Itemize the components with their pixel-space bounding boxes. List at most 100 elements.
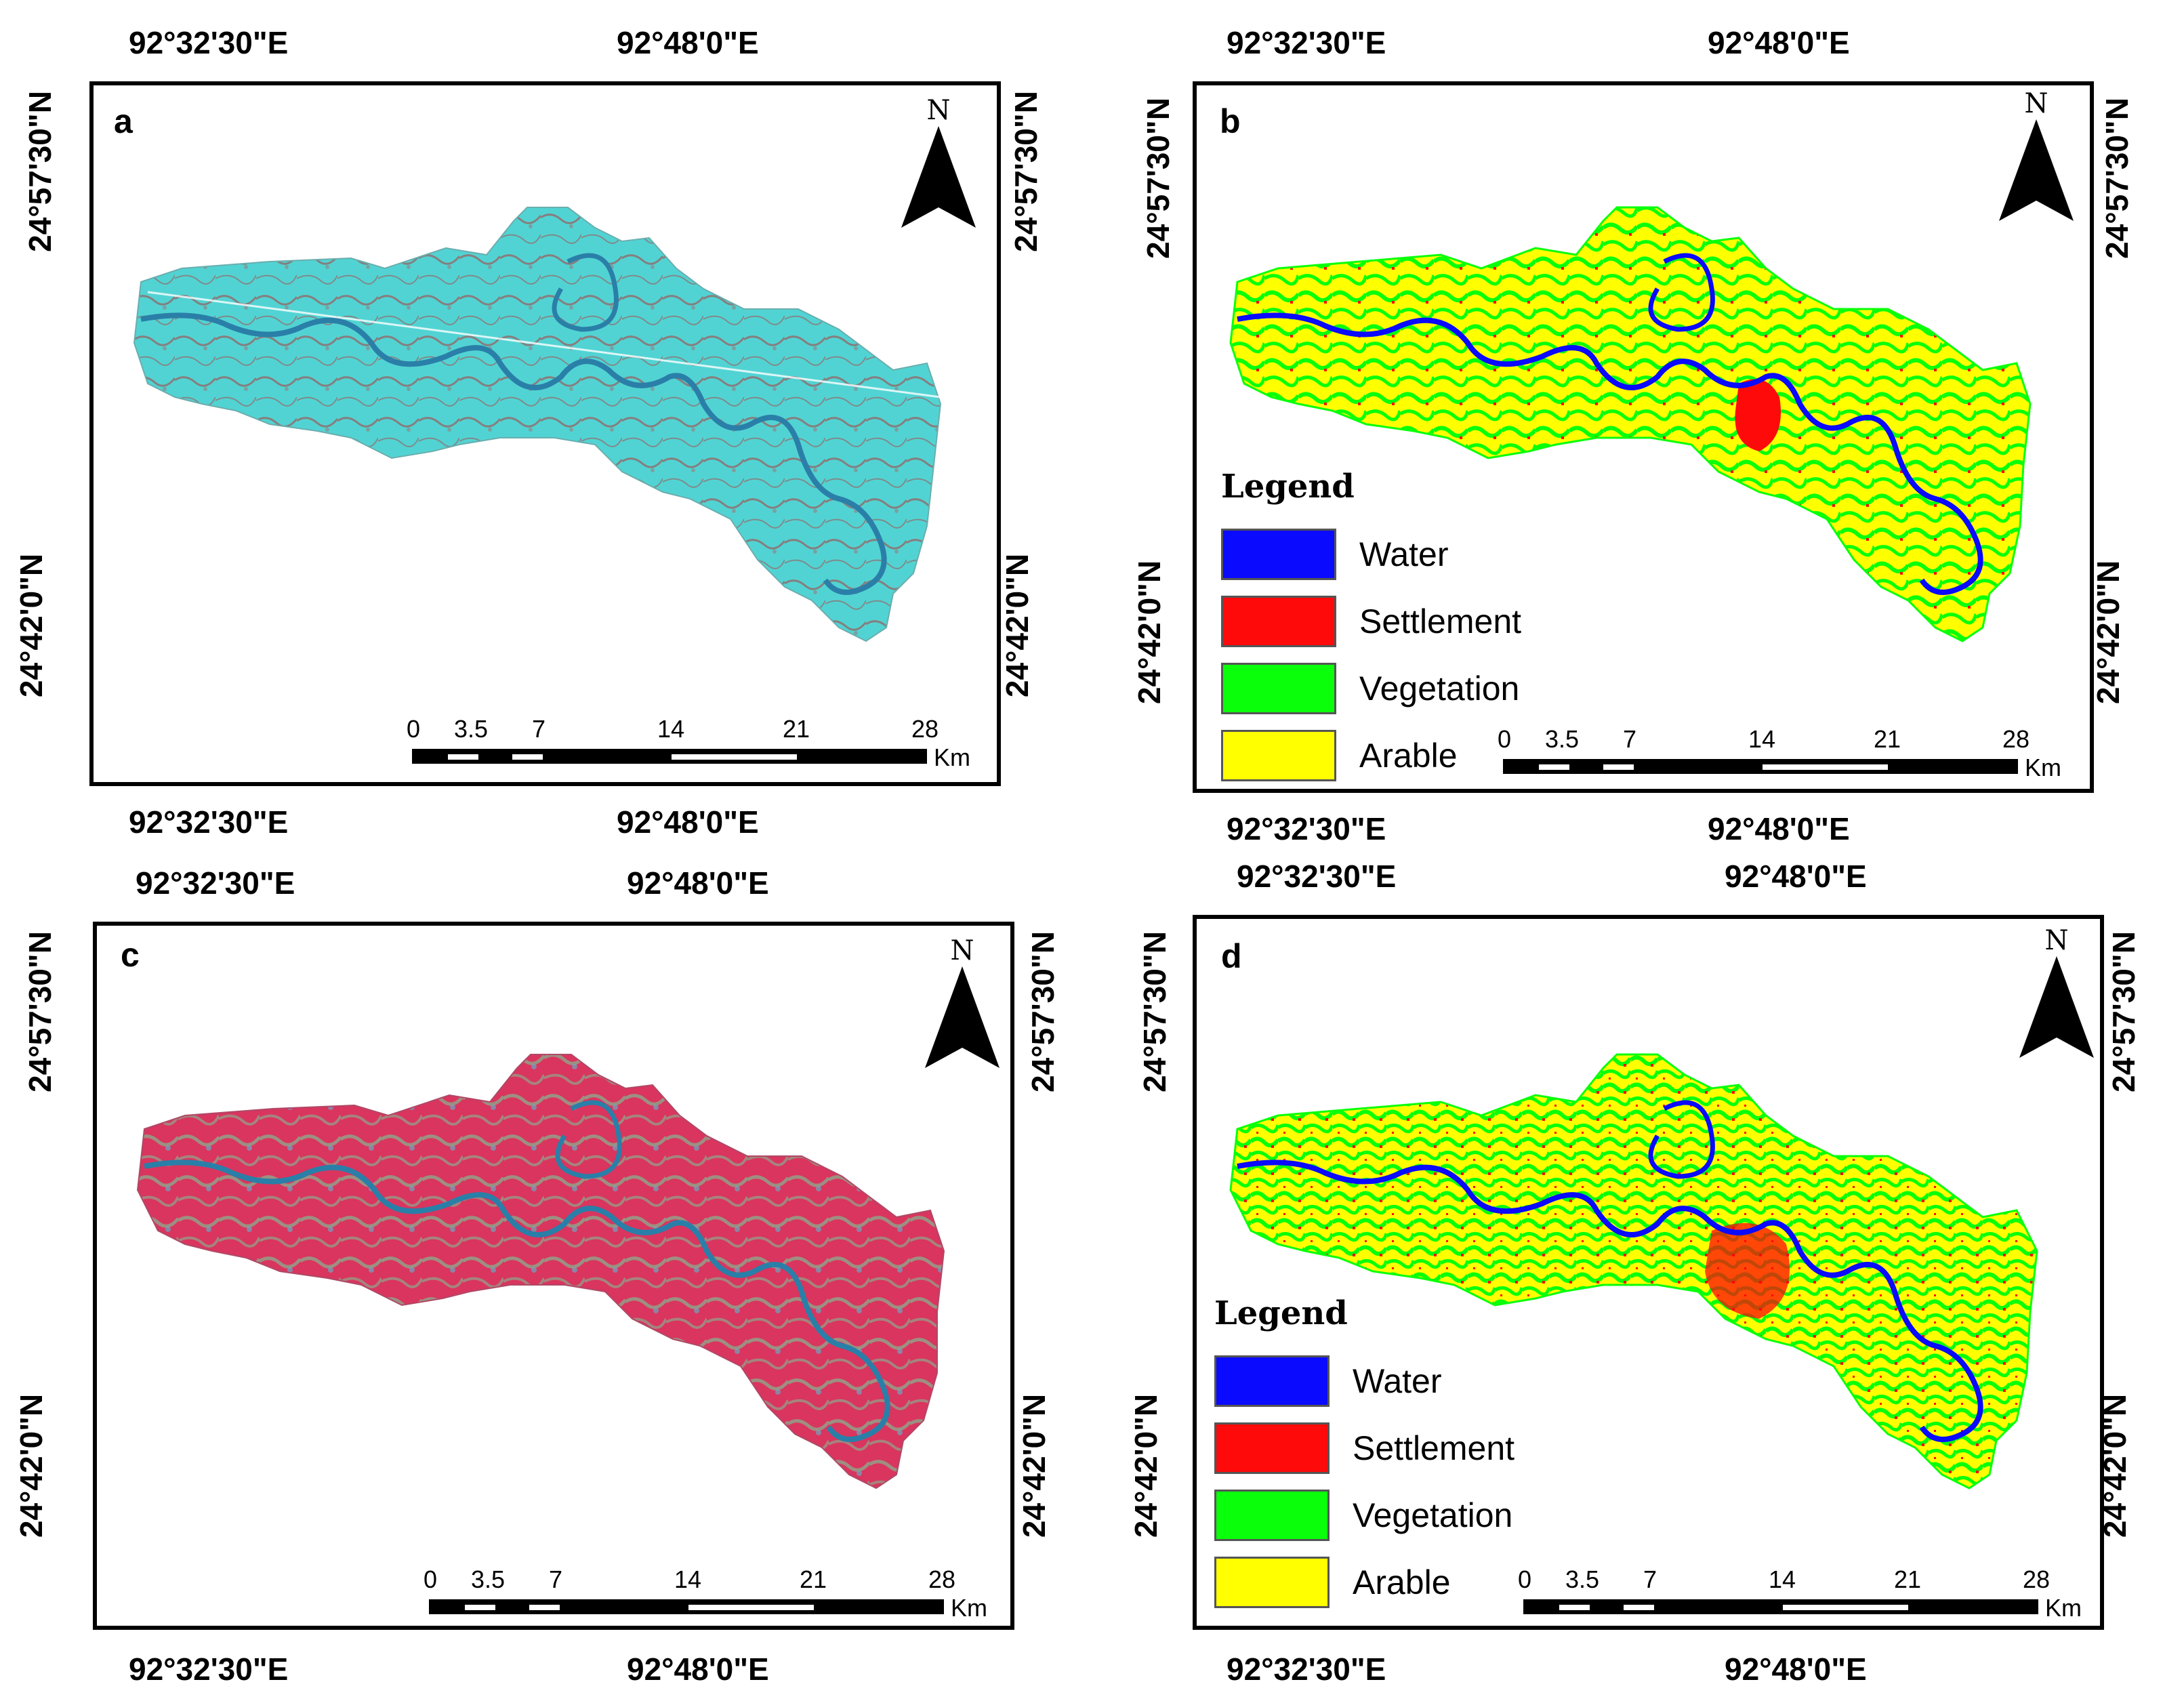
scale-bar-b: 0 3.5 7 14 21 28 Km: [1498, 725, 2067, 786]
scale-tick-7: 7: [549, 1565, 563, 1593]
map-panel-c: 92°32'30"E 92°48'0"E 92°32'30"E 92°48'0"…: [0, 847, 1091, 1703]
lat-label-left-top: 24°57'30"N: [22, 91, 58, 252]
scale-bar-graphic: [1503, 759, 2018, 774]
lat-label-left-top: 24°57'30"N: [1136, 931, 1172, 1092]
lon-label-bottom-right: 92°48'0"E: [627, 1651, 769, 1687]
north-arrow-icon: [1999, 119, 2074, 221]
north-arrow-icon: [925, 966, 1000, 1068]
lon-label-bottom-left: 92°32'30"E: [129, 1651, 289, 1687]
legend-item-water: Water: [1214, 1347, 1515, 1414]
river-c: [144, 1160, 890, 1442]
scale-tick-21: 21: [1894, 1565, 1922, 1593]
lon-label-bottom-right: 92°48'0"E: [1725, 1651, 1867, 1687]
lat-label-left-bottom: 24°42'0"N: [1132, 560, 1168, 705]
settlement-patch-b: [1735, 379, 1781, 451]
lat-label-right-top: 24°57'30"N: [2099, 98, 2135, 259]
map-frame-a: [89, 81, 1001, 786]
river-loop-b: [1648, 253, 1715, 332]
scale-unit: Km: [2025, 754, 2061, 781]
river-b: [1237, 312, 1983, 595]
scale-tick-21: 21: [783, 715, 810, 743]
north-label: N: [2024, 88, 2048, 119]
lon-label-top-left: 92°32'30"E: [1237, 859, 1397, 894]
scale-tick-28: 28: [2002, 725, 2030, 753]
region-shape-a: [133, 207, 942, 642]
legend-title: Legend: [1214, 1294, 1348, 1332]
lat-label-left-bottom: 24°42'0"N: [14, 553, 49, 698]
scale-tick-7: 7: [1623, 725, 1637, 753]
scale-bar-graphic: [1523, 1599, 2038, 1614]
scale-tick-14: 14: [657, 715, 685, 743]
north-arrow-a: N: [901, 95, 976, 231]
river-loop-a: [552, 253, 619, 332]
scale-bar-d: 0 3.5 7 14 21 28 Km: [1518, 1565, 2087, 1626]
scale-tick-3-5: 3.5: [1565, 1565, 1600, 1593]
map-frame-b: [1193, 81, 2094, 793]
legend-d: Legend Water Settlement Vegetation Arabl…: [1214, 1294, 1515, 1616]
panel-letter-d: d: [1221, 937, 1242, 975]
satellite-image-c: [136, 1054, 945, 1490]
map-panel-a: 92°32'30"E 92°48'0"E 92°32'30"E 92°48'0"…: [0, 0, 1091, 847]
lon-label-top-right: 92°48'0"E: [1725, 859, 1867, 894]
lat-label-right-top: 24°57'30"N: [1025, 931, 1060, 1092]
legend-item-water: Water: [1221, 520, 1521, 588]
lon-label-bottom-left: 92°32'30"E: [1227, 1651, 1386, 1687]
legend-item-settlement: Settlement: [1221, 588, 1521, 655]
river-d: [1237, 1160, 1983, 1442]
lon-label-top-left: 92°32'30"E: [136, 865, 295, 901]
scale-tick-0: 0: [1498, 725, 1512, 753]
north-arrow-icon: [901, 126, 976, 228]
lat-label-right-bottom: 24°42'0"N: [1000, 553, 1035, 698]
settlement-patch-d: [1705, 1223, 1790, 1319]
classified-map-d: [1229, 1053, 2038, 1490]
scale-bar-a: 0 3.5 7 14 21 28 Km: [407, 715, 976, 776]
lon-label-bottom-right: 92°48'0"E: [617, 804, 759, 840]
lon-label-bottom-left: 92°32'30"E: [1227, 811, 1386, 846]
lat-label-left-bottom: 24°42'0"N: [14, 1393, 49, 1538]
river-a: [140, 312, 887, 595]
scale-bar-graphic: [412, 749, 927, 764]
lon-label-bottom-left: 92°32'30"E: [129, 804, 289, 840]
scale-tick-21: 21: [800, 1565, 827, 1593]
lat-label-right-top: 24°57'30"N: [2105, 931, 2141, 1092]
lat-label-left-bottom: 24°42'0"N: [1128, 1393, 1164, 1538]
map-frame-c: [93, 922, 1014, 1630]
scale-tick-7: 7: [532, 715, 546, 743]
lat-label-left-top: 24°57'30"N: [22, 931, 58, 1092]
scale-tick-14: 14: [1769, 1565, 1796, 1593]
scale-tick-28: 28: [928, 1565, 956, 1593]
north-arrow-c: N: [925, 935, 1000, 1071]
panel-letter-a: a: [114, 102, 133, 140]
lat-label-right-top: 24°57'30"N: [1008, 91, 1044, 252]
legend-item-arable: Arable: [1221, 722, 1521, 789]
scale-tick-3-5: 3.5: [454, 715, 489, 743]
map-frame-d: [1193, 915, 2104, 1630]
scale-tick-0: 0: [424, 1565, 438, 1593]
map-panel-d: 92°32'30"E 92°48'0"E 92°32'30"E 92°48'0"…: [1091, 847, 2184, 1703]
north-label: N: [950, 935, 974, 966]
satellite-image-a: [133, 207, 942, 642]
north-arrow-b: N: [1999, 88, 2074, 224]
scale-tick-14: 14: [674, 1565, 702, 1593]
lon-label-top-left: 92°32'30"E: [1227, 25, 1386, 60]
scale-unit: Km: [951, 1594, 987, 1622]
scale-bar-c: 0 3.5 7 14 21 28 Km: [424, 1565, 993, 1626]
region-shape-c: [136, 1054, 945, 1490]
lat-label-left-top: 24°57'30"N: [1140, 98, 1176, 259]
scale-bar-graphic: [429, 1599, 944, 1614]
river-loop-d: [1648, 1100, 1715, 1179]
lon-label-top-left: 92°32'30"E: [129, 25, 289, 60]
lat-label-right-bottom: 24°42'0"N: [2090, 560, 2126, 705]
river-loop-c: [555, 1100, 622, 1179]
legend-item-vegetation: Vegetation: [1221, 655, 1521, 722]
north-arrow-d: N: [2019, 925, 2094, 1061]
scale-tick-7: 7: [1643, 1565, 1657, 1593]
legend-item-settlement: Settlement: [1214, 1414, 1515, 1481]
scale-tick-28: 28: [911, 715, 939, 743]
north-arrow-icon: [2019, 956, 2094, 1058]
lon-label-bottom-right: 92°48'0"E: [1708, 811, 1850, 846]
scale-tick-0: 0: [1518, 1565, 1532, 1593]
legend-item-vegetation: Vegetation: [1214, 1481, 1515, 1548]
scale-tick-28: 28: [2023, 1565, 2051, 1593]
scale-tick-0: 0: [407, 715, 421, 743]
